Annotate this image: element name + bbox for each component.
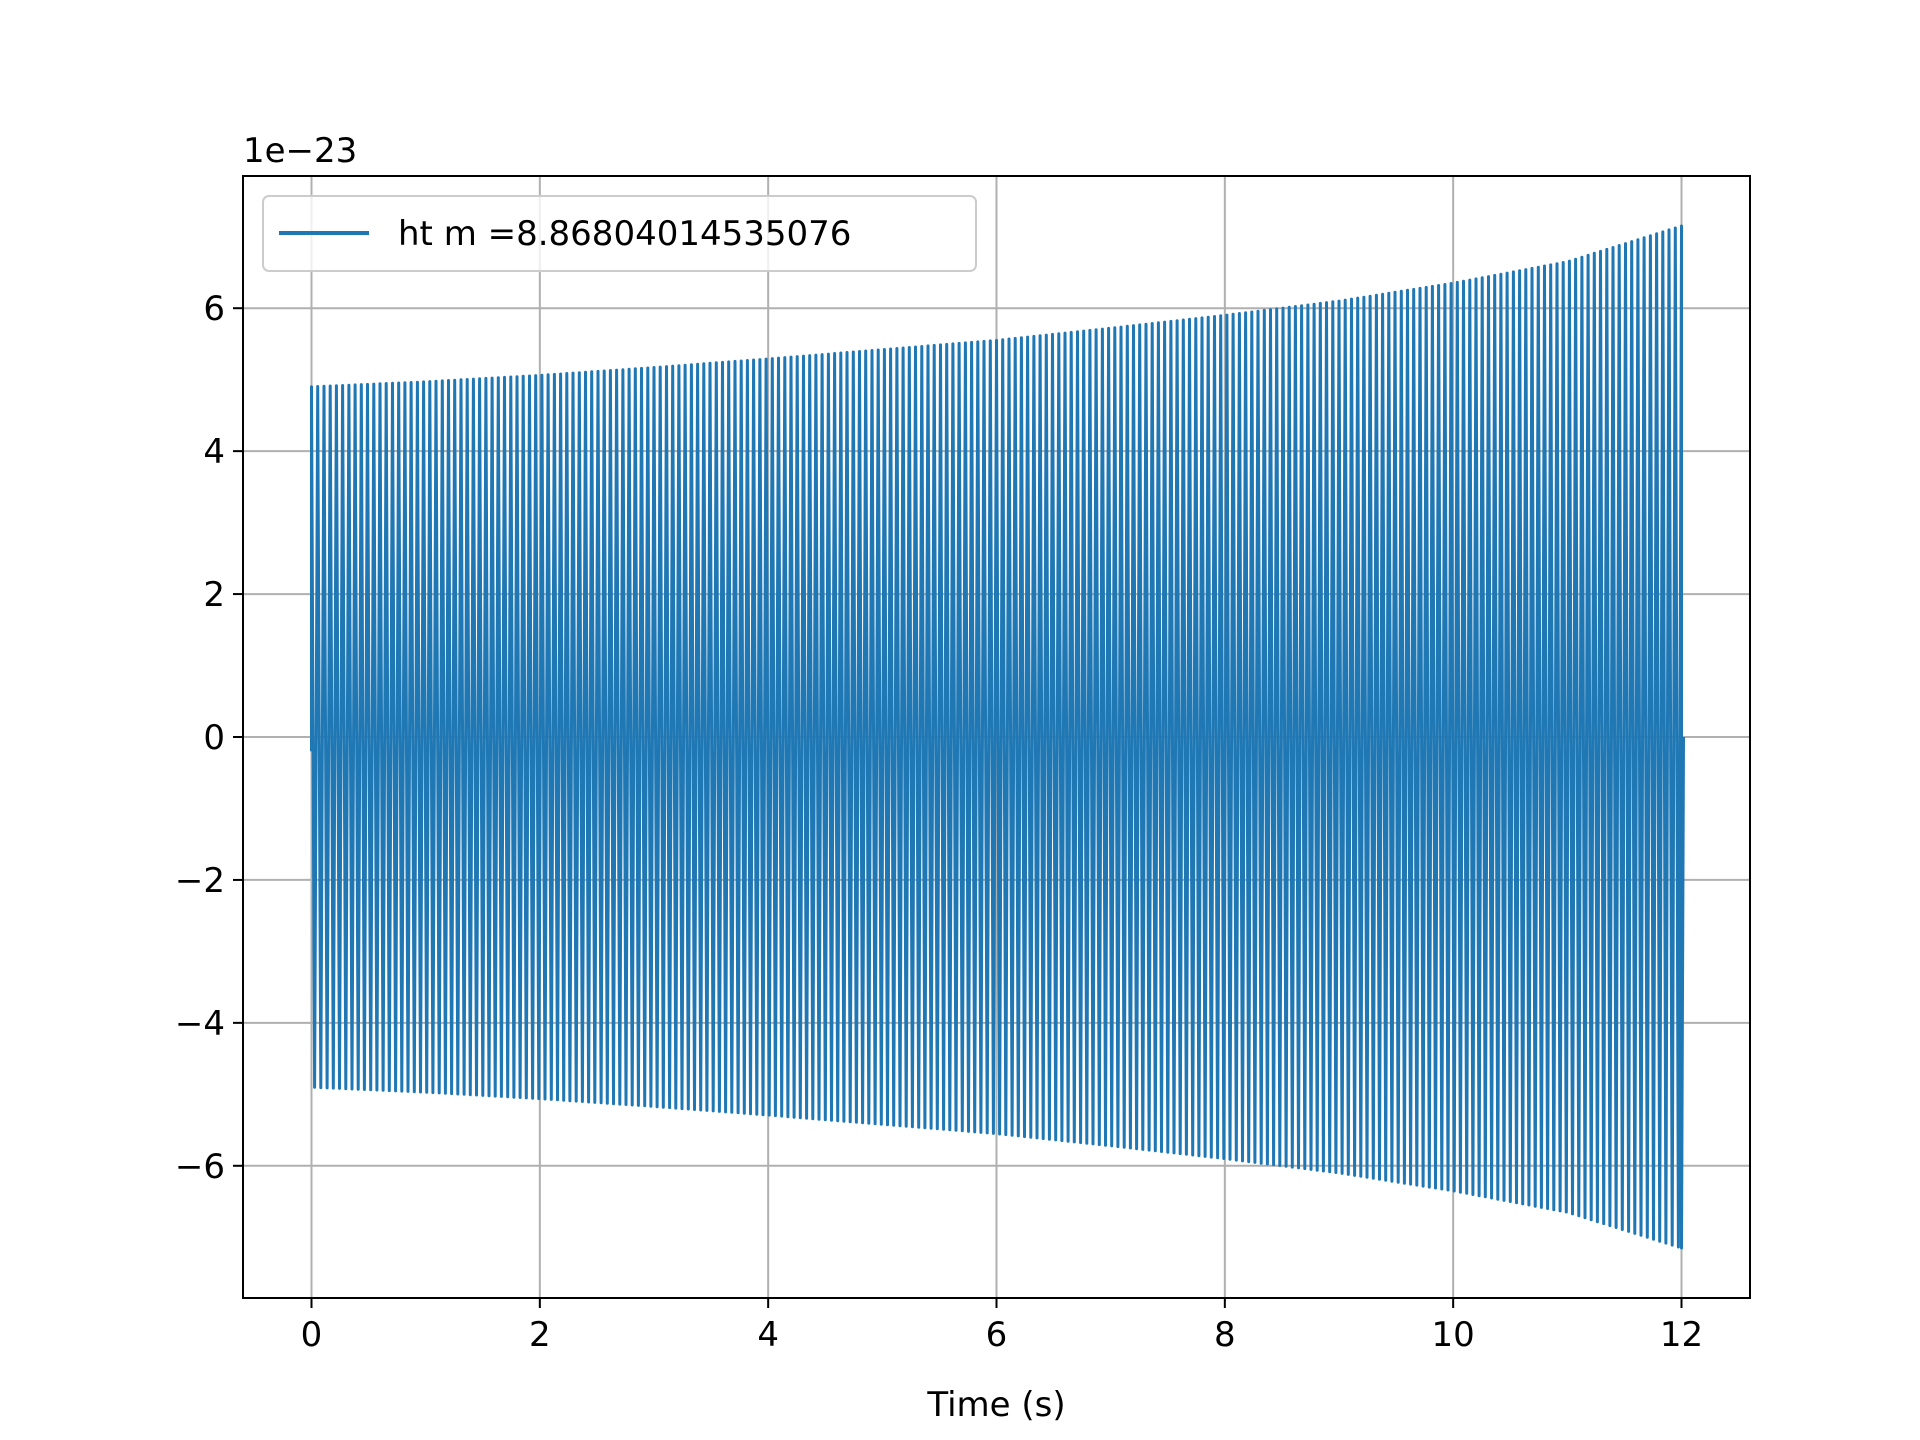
- y-axis-offset-text: 1e−23: [243, 131, 357, 171]
- x-tick-label: 10: [1432, 1315, 1475, 1355]
- y-tick-label: 0: [203, 718, 225, 758]
- x-tick-label: 2: [529, 1315, 551, 1355]
- x-tick-label: 8: [1214, 1315, 1236, 1355]
- x-axis-label: Time (s): [926, 1385, 1065, 1425]
- x-axis: 0 2 4 6 8 10 12: [301, 1298, 1703, 1355]
- y-axis: −6 −4 −2 0 2 4 6: [175, 289, 243, 1187]
- y-tick-label: −2: [175, 861, 225, 901]
- y-tick-label: −6: [175, 1147, 225, 1187]
- legend-entry: ht m =8.86804014535076: [398, 214, 851, 254]
- y-tick-label: 6: [203, 289, 225, 329]
- x-tick-label: 0: [301, 1315, 323, 1355]
- series-layer: [310, 224, 1685, 1250]
- x-tick-label: 12: [1660, 1315, 1703, 1355]
- y-tick-label: 4: [203, 432, 225, 472]
- legend-box: [262, 195, 977, 272]
- x-tick-label: 6: [986, 1315, 1008, 1355]
- x-tick-label: 4: [757, 1315, 779, 1355]
- legend: ht m =8.86804014535076: [262, 195, 977, 272]
- y-tick-label: 2: [203, 575, 225, 615]
- series-line: [310, 224, 1685, 1250]
- y-tick-label: −4: [175, 1004, 225, 1044]
